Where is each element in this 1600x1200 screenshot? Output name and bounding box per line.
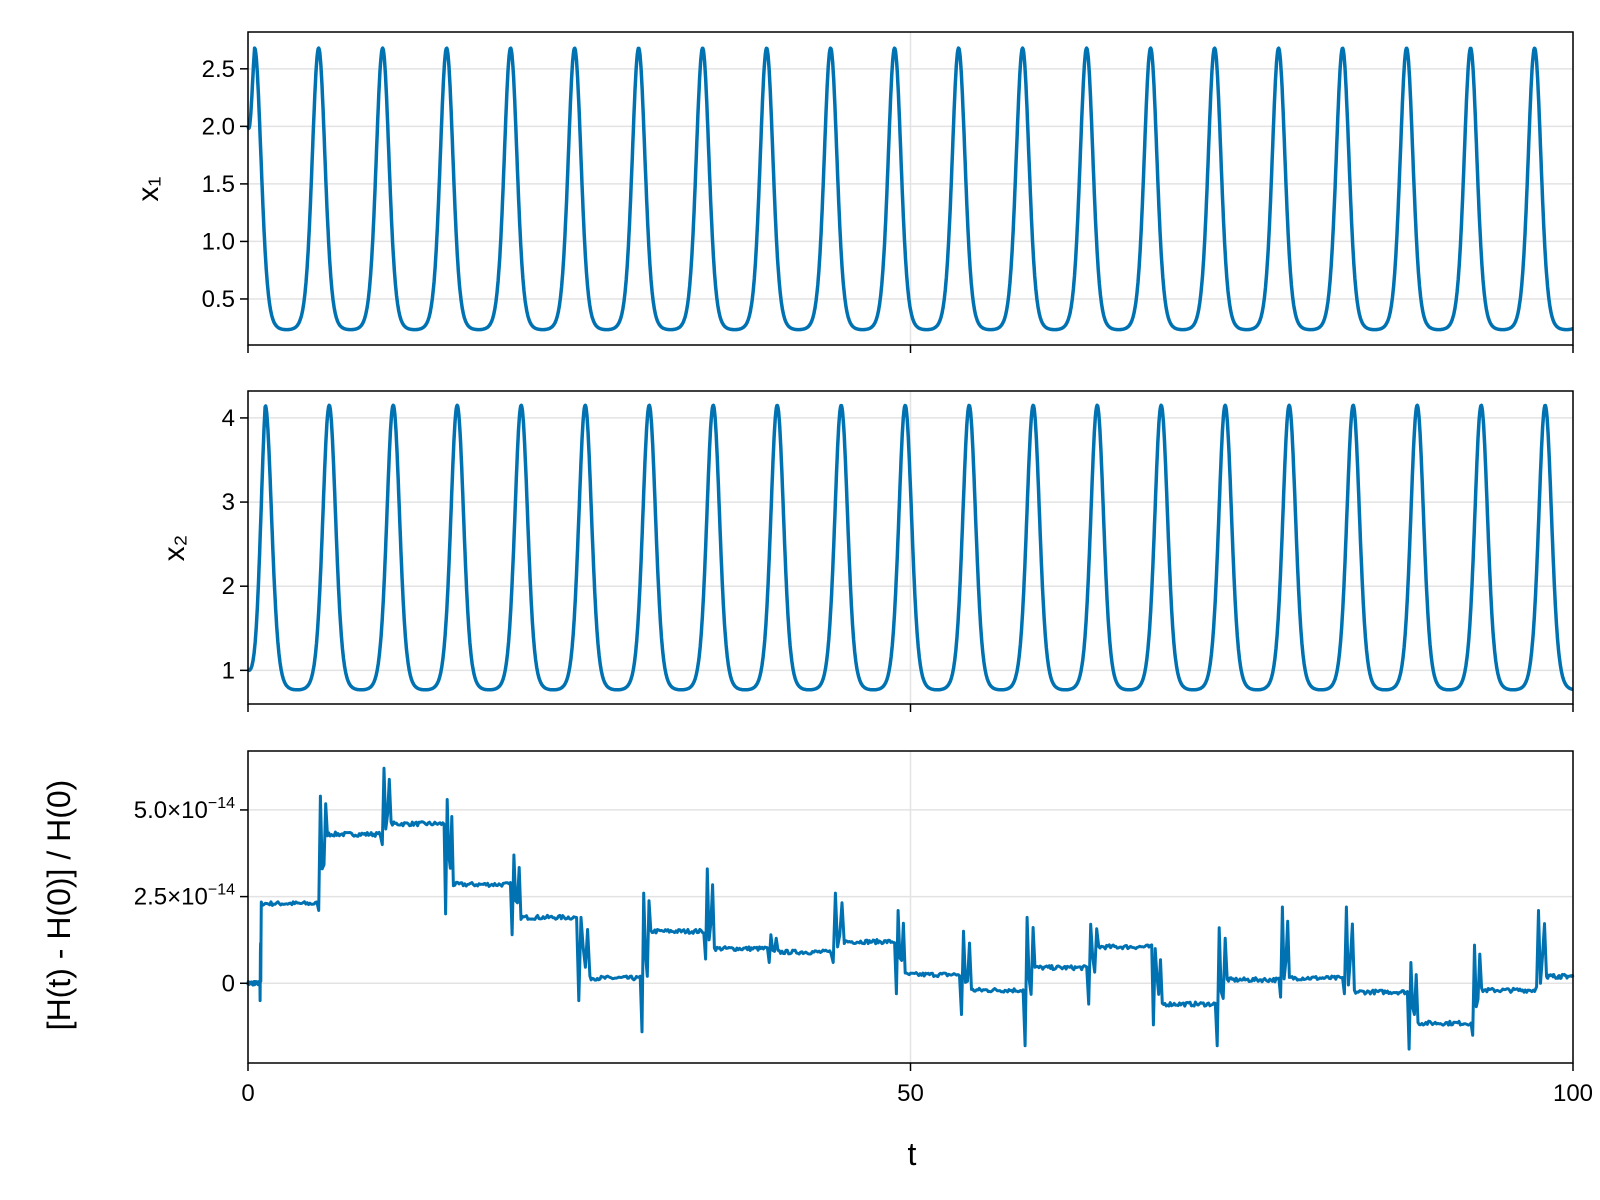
panel-energy-error: 0 2.5×10−14 5.0×10−14 0 50 100 [H(t) - H(0)]… [41,750,1593,1172]
xtick-label: 0 [241,1080,254,1107]
energy-error-series-line [246,766,1575,1051]
ytick-label: 5.0×10−14 [134,795,235,824]
panel-x1-yticks: 0.5 1.0 1.5 2.0 2.5 [202,56,248,313]
ytick-label: 3 [222,489,235,516]
panel-x1-xticks [247,345,1574,353]
ytick-label: 2 [222,573,235,600]
ytick-label: 0 [222,970,235,997]
ytick-label: 1.5 [202,171,235,198]
ytick-label: 1.0 [202,228,235,255]
ytick-label: 4 [222,405,235,432]
x2-series-line [246,403,1575,692]
ytick-label: 1 [222,657,235,684]
x2-ylabel: x₂ [158,535,191,562]
ytick-label: 2.0 [202,113,235,140]
x1-ylabel: x₁ [132,176,165,201]
xtick-label: 100 [1553,1080,1593,1107]
t-xlabel: t [908,1136,917,1172]
panel-x2-yticks: 1 2 3 4 [222,405,248,684]
energy-error-ylabel: [H(t) - H(0)] / H(0) [41,780,77,1031]
x1-series-line [246,46,1575,332]
panel-x1: 0.5 1.0 1.5 2.0 2.5 x₁ [132,31,1575,353]
panel-energy-error-xticks: 0 50 100 [241,1063,1593,1107]
panel-x2-xticks [247,704,1574,712]
xtick-label: 50 [897,1080,924,1107]
ytick-label: 2.5 [202,56,235,83]
ytick-label: 2.5×10−14 [134,882,235,911]
panel-x2-grid [247,391,1574,704]
ytick-label: 0.5 [202,286,235,313]
panel-x2: 1 2 3 4 x₂ [158,390,1575,712]
panel-energy-error-yticks: 0 2.5×10−14 5.0×10−14 [134,795,248,997]
